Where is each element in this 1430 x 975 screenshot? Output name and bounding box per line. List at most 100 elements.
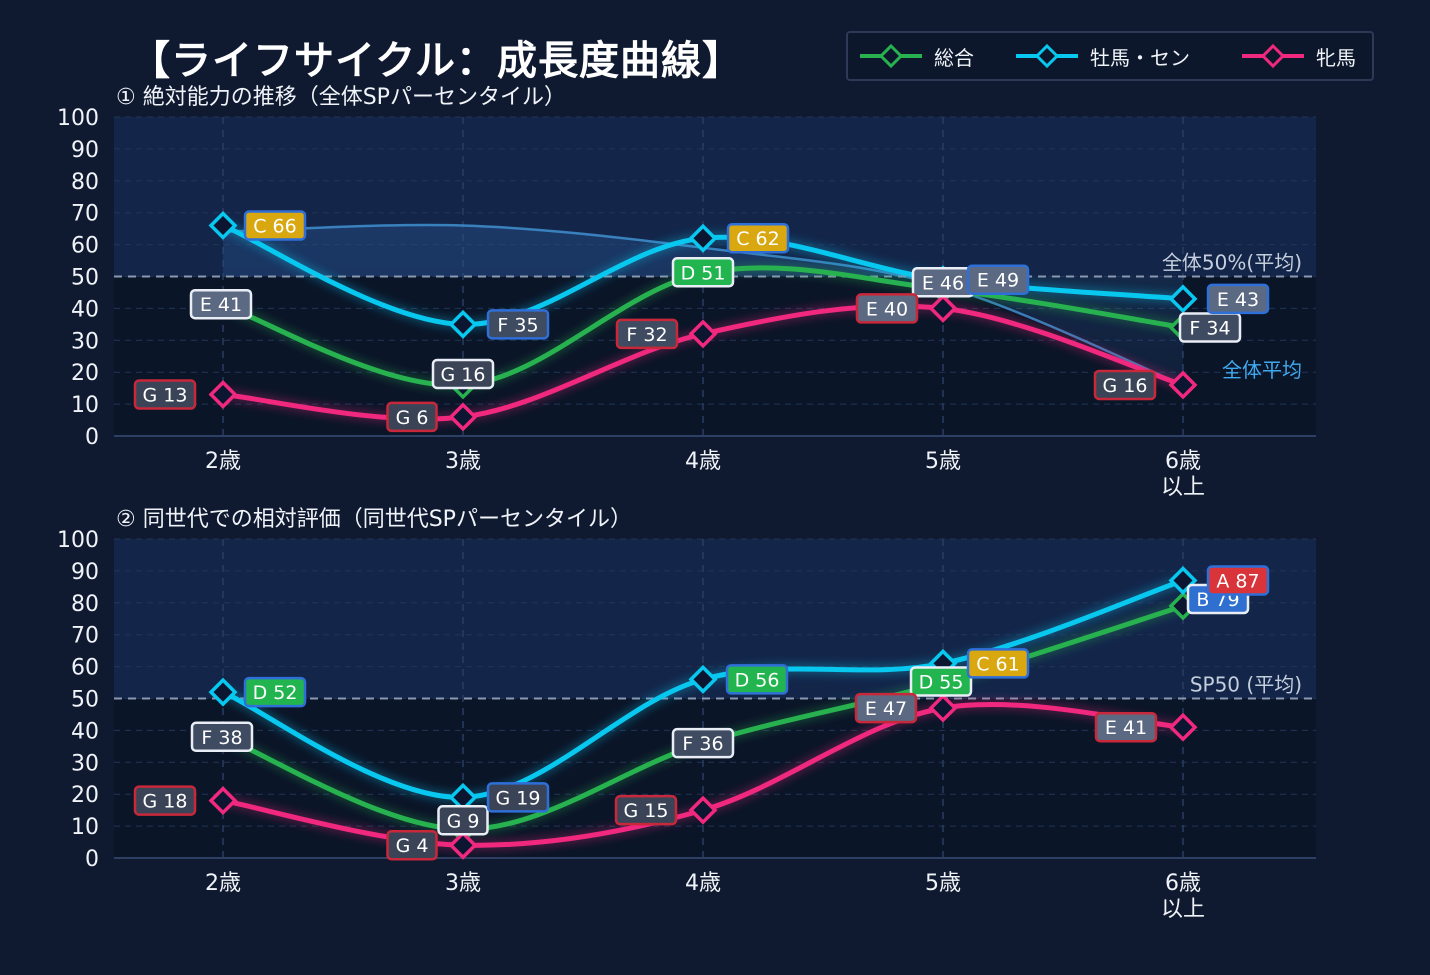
x-tick-label: 4歳 xyxy=(685,449,721,474)
data-label-text: G 16 xyxy=(441,364,486,386)
x-tick-label-line: 以上 xyxy=(1161,475,1205,500)
data-label-box xyxy=(133,379,197,410)
data-label-male: E 49 xyxy=(966,264,1030,295)
x-tick-label: 2歳 xyxy=(205,871,241,896)
data-label-female: G 18 xyxy=(133,785,197,816)
data-label-text: C 66 xyxy=(253,215,296,237)
data-label-male: F 35 xyxy=(486,309,550,340)
legend-label-female: 牝馬 xyxy=(1316,45,1356,70)
data-label-text: E 43 xyxy=(1217,289,1259,311)
data-label-box xyxy=(437,805,489,836)
x-tick-label-line: 3歳 xyxy=(445,871,481,896)
x-tick-label: 6歳以上 xyxy=(1161,449,1205,500)
data-label-text: D 51 xyxy=(681,262,726,284)
point-marker-male xyxy=(688,664,718,694)
data-label-total: F 36 xyxy=(671,727,735,759)
data-label-male: D 52 xyxy=(243,676,307,708)
data-label-total: F 38 xyxy=(190,721,254,753)
average-curve-fill xyxy=(223,224,1183,385)
data-label-text: E 41 xyxy=(200,294,242,316)
x-tick-label-line: 5歳 xyxy=(925,871,961,896)
data-label-female: G 13 xyxy=(133,379,197,410)
panel-1-title: ① 絶対能力の推移（全体SPパーセンタイル） xyxy=(116,85,566,110)
data-label-box xyxy=(725,664,789,695)
data-label-female: G 16 xyxy=(1093,369,1157,401)
average-curve-label: 全体平均 xyxy=(1222,358,1302,382)
legend-swatch-marker xyxy=(1034,43,1060,69)
data-label-female: G 15 xyxy=(614,794,678,826)
x-tick-label-line: 6歳 xyxy=(1165,449,1201,474)
data-label-text: E 47 xyxy=(865,698,907,720)
x-tick-label-line: 2歳 xyxy=(205,871,241,896)
data-label-text: F 32 xyxy=(626,324,667,346)
data-label-total: E 46 xyxy=(911,267,975,298)
data-label-box xyxy=(243,676,307,708)
data-label-box xyxy=(615,318,679,350)
y-tick-label: 0 xyxy=(85,425,99,450)
data-label-text: E 41 xyxy=(1105,717,1147,739)
data-label-box xyxy=(486,309,550,340)
y-tick-label: 50 xyxy=(71,266,99,291)
data-label-total: D 51 xyxy=(671,257,735,288)
point-marker-female xyxy=(1168,712,1198,742)
data-label-box xyxy=(190,721,254,753)
y-tick-label: 10 xyxy=(71,815,99,840)
data-label-total: D 55 xyxy=(909,666,973,697)
data-label-female: E 47 xyxy=(854,692,918,724)
x-tick-label-line: 4歳 xyxy=(685,871,721,896)
data-label-text: C 62 xyxy=(736,228,779,250)
data-label-text: F 36 xyxy=(682,733,723,755)
data-label-text: G 9 xyxy=(447,810,480,832)
data-label-total: F 34 xyxy=(1178,312,1242,343)
data-label-text: G 4 xyxy=(396,835,429,857)
diamond-line-icon xyxy=(1242,43,1304,69)
data-label-box xyxy=(671,257,735,288)
diamond-line-icon xyxy=(1016,43,1078,69)
point-marker-female xyxy=(928,693,958,723)
point-marker-female xyxy=(448,402,478,432)
y-tick-label: 60 xyxy=(71,656,99,681)
x-tick-label: 5歳 xyxy=(925,449,961,474)
data-label-box xyxy=(1093,369,1157,401)
point-marker-male xyxy=(688,223,718,253)
point-marker-female xyxy=(928,293,958,323)
reference-line-label: 全体50%(平均) xyxy=(1162,251,1302,275)
data-label-female: G 4 xyxy=(386,829,438,861)
data-label-male: G 19 xyxy=(486,782,550,813)
legend-label-male: 牡馬・セン xyxy=(1090,45,1190,70)
legend-label-total: 総合 xyxy=(934,45,974,70)
point-marker-female xyxy=(448,830,478,860)
data-label-box xyxy=(671,727,735,759)
x-tick-label: 2歳 xyxy=(205,449,241,474)
data-label-box xyxy=(1206,565,1270,596)
y-tick-label: 40 xyxy=(71,719,99,744)
y-tick-label: 30 xyxy=(71,329,99,354)
y-tick-label: 80 xyxy=(71,170,99,195)
chart-legend: 総合 牡馬・セン 牝馬 xyxy=(846,31,1374,81)
data-label-text: F 38 xyxy=(201,727,242,749)
data-label-text: A 87 xyxy=(1216,570,1259,592)
point-marker-female xyxy=(1168,370,1198,400)
data-label-female: E 40 xyxy=(855,293,919,324)
data-label-box xyxy=(966,648,1030,679)
data-label-text: E 40 xyxy=(866,298,908,320)
data-label-box xyxy=(1206,283,1270,315)
point-marker-male xyxy=(1168,284,1198,314)
data-label-male: C 61 xyxy=(966,648,1030,679)
y-tick-label: 40 xyxy=(71,297,99,322)
panel-2-title: ② 同世代での相対評価（同世代SPパーセンタイル） xyxy=(116,507,632,532)
y-tick-label: 60 xyxy=(71,234,99,259)
point-marker-female xyxy=(208,380,238,410)
legend-item-total: 総合 xyxy=(858,33,974,79)
data-label-text: G 15 xyxy=(624,800,669,822)
x-tick-label: 4歳 xyxy=(685,871,721,896)
data-label-box xyxy=(726,222,790,254)
chart-main-title: 【ライフサイクル：成長度曲線】 xyxy=(130,38,743,84)
data-label-box xyxy=(189,288,253,320)
x-tick-label: 5歳 xyxy=(925,871,961,896)
data-label-text: G 6 xyxy=(396,407,429,429)
y-tick-label: 20 xyxy=(71,361,99,386)
data-label-male: A 87 xyxy=(1206,565,1270,596)
data-label-female: F 32 xyxy=(615,318,679,350)
